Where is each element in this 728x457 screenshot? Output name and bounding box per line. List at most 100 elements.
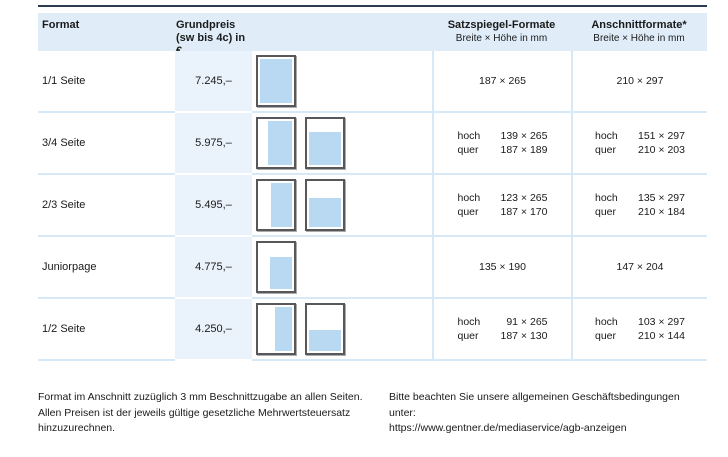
thumbnail-fill xyxy=(309,330,341,351)
table-row: 1/1 Seite 7.245,– 187 × 265 210 × 297 xyxy=(38,51,707,113)
footnote-line: Format im Anschnitt zuzüglich 3 mm Besch… xyxy=(38,391,363,403)
thumbnail-fill xyxy=(270,257,292,289)
two-third-vertical-thumbnail-icon xyxy=(256,179,296,231)
satzspiegel-value: 187 × 265 xyxy=(478,75,526,87)
thumbnail-fill xyxy=(309,198,341,227)
dimension-row: quer 210 × 184 xyxy=(595,205,685,219)
half-vertical-thumbnail-icon xyxy=(256,303,296,355)
agb-url-link[interactable]: https://www.gentner.de/mediaservice/agb-… xyxy=(389,422,627,434)
col-header-price: Grundpreis (sw bis 4c) in € xyxy=(175,13,252,57)
anschnitt-cell: hoch 135 × 297 quer 210 × 184 xyxy=(571,175,707,237)
footnote-right: Bitte beachten Sie unsere allgemeinen Ge… xyxy=(389,390,707,437)
orientation-label: quer xyxy=(457,330,479,342)
header-anschnitt-sub: Breite × Höhe in mm xyxy=(593,33,685,44)
satzspiegel-cell: 135 × 190 xyxy=(432,237,571,299)
format-price-table: Format Grundpreis (sw bis 4c) in € Satzs… xyxy=(38,13,707,361)
orientation-label: hoch xyxy=(457,192,481,204)
satzspiegel-value: 135 × 190 xyxy=(478,261,526,273)
dimension-list: hoch 151 × 297 quer 210 × 203 xyxy=(595,129,685,157)
two-third-horizontal-thumbnail-icon xyxy=(305,179,345,231)
format-cell: 2/3 Seite xyxy=(38,175,175,237)
thumbnail-fill xyxy=(271,183,292,227)
header-anschnitt-title: Anschnittformate* xyxy=(591,19,687,31)
dimension-row: quer 210 × 203 xyxy=(595,143,685,157)
dimension-list: hoch 139 × 265 quer 187 × 189 xyxy=(458,129,548,157)
orientation-label: hoch xyxy=(595,192,618,204)
dimension-row: hoch 91 × 265 xyxy=(458,315,548,329)
anschnitt-hoch-value: 103 × 297 xyxy=(637,316,685,328)
full-page-thumbnail-icon xyxy=(256,55,296,107)
orientation-label: quer xyxy=(595,206,617,218)
orientation-label: hoch xyxy=(457,316,481,328)
three-quarter-horizontal-thumbnail-icon xyxy=(305,117,345,169)
satzspiegel-hoch-value: 123 × 265 xyxy=(500,192,548,204)
anschnitt-value: 147 × 204 xyxy=(616,261,664,273)
dimension-row: hoch 151 × 297 xyxy=(595,129,685,143)
footnote-line: Allen Preisen ist der jeweils gültige ge… xyxy=(38,406,351,419)
dimension-row: quer 187 × 130 xyxy=(458,329,548,343)
half-horizontal-thumbnail-icon xyxy=(305,303,345,355)
orientation-label: quer xyxy=(595,144,617,156)
format-cell: 3/4 Seite xyxy=(38,113,175,175)
format-cell: 1/1 Seite xyxy=(38,51,175,113)
junior-page-thumbnail-icon xyxy=(256,241,296,293)
footnote-line: Bitte beachten Sie unsere allgemeinen Ge… xyxy=(389,391,680,419)
col-header-satzspiegel: Satzspiegel-Formate Breite × Höhe in mm xyxy=(432,13,571,51)
format-thumbnails xyxy=(252,113,432,175)
dimension-row: quer 187 × 170 xyxy=(458,205,548,219)
format-thumbnails xyxy=(252,237,432,299)
price-cell: 4.775,– xyxy=(175,237,252,299)
orientation-label: quer xyxy=(457,144,479,156)
satzspiegel-quer-value: 187 × 170 xyxy=(500,206,548,218)
format-thumbnails xyxy=(252,51,432,113)
footnote-left: Format im Anschnitt zuzüglich 3 mm Besch… xyxy=(38,390,389,437)
dimension-row: quer 187 × 189 xyxy=(458,143,548,157)
satzspiegel-cell: 187 × 265 xyxy=(432,51,571,113)
thumbnail-fill xyxy=(260,59,292,103)
header-satzspiegel-sub: Breite × Höhe in mm xyxy=(455,33,548,44)
anschnitt-hoch-value: 135 × 297 xyxy=(637,192,685,204)
top-rule xyxy=(38,5,707,7)
price-cell: 4.250,– xyxy=(175,299,252,361)
anschnitt-quer-value: 210 × 184 xyxy=(637,206,685,218)
col-header-format: Format xyxy=(38,13,175,51)
header-satzspiegel-title: Satzspiegel-Formate xyxy=(447,19,556,31)
col-header-thumbnails xyxy=(252,13,432,51)
price-cell: 7.245,– xyxy=(175,51,252,113)
satzspiegel-cell: hoch 91 × 265 quer 187 × 130 xyxy=(432,299,571,361)
dimension-row: hoch 123 × 265 xyxy=(458,191,548,205)
satzspiegel-cell: hoch 123 × 265 quer 187 × 170 xyxy=(432,175,571,237)
format-thumbnails xyxy=(252,299,432,361)
table-header-row: Format Grundpreis (sw bis 4c) in € Satzs… xyxy=(38,13,707,57)
header-price-line1: Grundpreis xyxy=(176,19,236,31)
footnote-line: hinzuzurechnen. xyxy=(38,422,116,434)
dimension-row: hoch 135 × 297 xyxy=(595,191,685,205)
header-format-label: Format xyxy=(42,19,80,31)
dimension-list: hoch 135 × 297 quer 210 × 184 xyxy=(595,191,685,219)
orientation-label: quer xyxy=(595,330,617,342)
price-cell: 5.495,– xyxy=(175,175,252,237)
footnotes: Format im Anschnitt zuzüglich 3 mm Besch… xyxy=(38,390,707,437)
orientation-label: hoch xyxy=(595,130,618,142)
satzspiegel-quer-value: 187 × 189 xyxy=(500,144,548,156)
dimension-list: hoch 91 × 265 quer 187 × 130 xyxy=(458,315,548,343)
anschnitt-value: 210 × 297 xyxy=(616,75,664,87)
dimension-row: quer 210 × 144 xyxy=(595,329,685,343)
thumbnail-fill xyxy=(309,132,341,165)
dimension-row: hoch 139 × 265 xyxy=(458,129,548,143)
orientation-label: hoch xyxy=(595,316,618,328)
format-cell: Juniorpage xyxy=(38,237,175,299)
orientation-label: hoch xyxy=(457,130,481,142)
anschnitt-quer-value: 210 × 203 xyxy=(637,144,685,156)
thumbnail-fill xyxy=(275,307,292,351)
anschnitt-cell: hoch 151 × 297 quer 210 × 203 xyxy=(571,113,707,175)
anschnitt-cell: 147 × 204 xyxy=(571,237,707,299)
format-cell: 1/2 Seite xyxy=(38,299,175,361)
satzspiegel-hoch-value: 139 × 265 xyxy=(500,130,548,142)
anschnitt-cell: 210 × 297 xyxy=(571,51,707,113)
orientation-label: quer xyxy=(457,206,479,218)
anschnitt-quer-value: 210 × 144 xyxy=(637,330,685,342)
satzspiegel-cell: hoch 139 × 265 quer 187 × 189 xyxy=(432,113,571,175)
table-row: 3/4 Seite 5.975,– hoch 139 × 265 quer 187 … xyxy=(38,113,707,175)
